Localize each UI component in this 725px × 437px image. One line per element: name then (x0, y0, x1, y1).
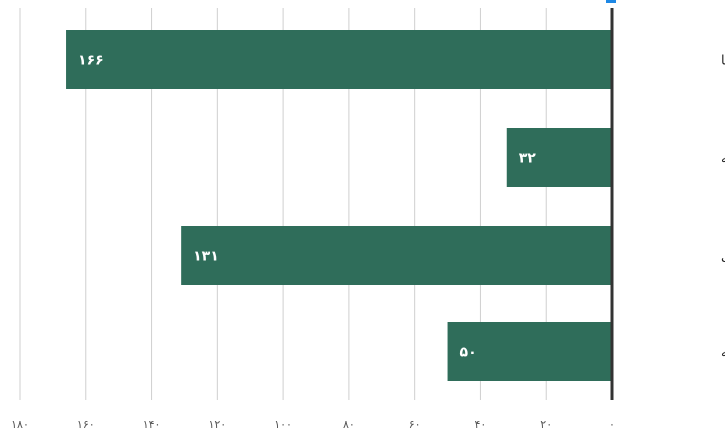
tick-label: ۸۰ (343, 418, 355, 431)
tick-label: ۴۰ (475, 418, 487, 431)
tick-label: ۱۰۰ (274, 418, 292, 431)
bar (66, 30, 613, 89)
bar (506, 128, 612, 187)
category-label: اقدام پژوهی (721, 250, 725, 265)
bar-value-label: ۱۳۱ (193, 249, 219, 265)
tick-label: ۱۲۰ (208, 418, 226, 431)
bars: ۱۶۶ ۳۲ ۱۳۱ ۵۰ (66, 30, 613, 381)
tick-label: ۰ (609, 418, 615, 431)
category-labels: پژوهش اعضا پایان نامه اقدام پژوهی مقاله (721, 54, 725, 361)
bar (181, 226, 612, 285)
tick-label: ۱۴۰ (143, 418, 161, 431)
tick-label: ۶۰ (409, 418, 421, 431)
tick-label: ۱۶۰ (77, 418, 95, 431)
tick-label: ۲۰ (540, 418, 552, 431)
bar-value-label: ۵۰ (460, 345, 477, 361)
bar-value-label: ۱۶۶ (78, 53, 104, 69)
category-label: پژوهش اعضا (721, 54, 725, 69)
corner-mark (606, 0, 616, 3)
tick-label: ۱۸۰ (11, 418, 29, 431)
bar-value-label: ۳۲ (519, 151, 537, 167)
tick-labels: ۰ ۲۰ ۴۰ ۶۰ ۸۰ ۱۰۰ ۱۲۰ ۱۴۰ ۱۶۰ ۱۸۰ (11, 418, 615, 431)
category-label: مقاله (721, 346, 725, 361)
category-label: پایان نامه (721, 152, 725, 167)
bar (447, 322, 612, 381)
